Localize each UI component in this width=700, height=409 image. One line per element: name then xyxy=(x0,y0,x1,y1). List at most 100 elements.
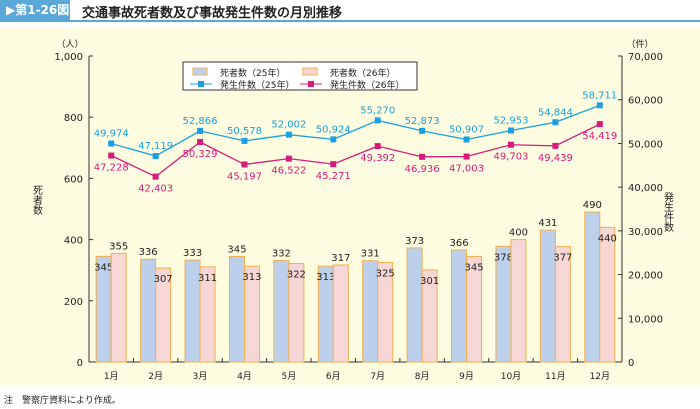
line-marker xyxy=(197,127,204,134)
line-marker xyxy=(152,173,159,180)
line-marker xyxy=(552,119,559,126)
bar-data-label: 345 xyxy=(464,262,483,273)
bar-data-label: 301 xyxy=(420,276,439,287)
bar-deaths-26 xyxy=(288,262,305,363)
bar-data-label: 322 xyxy=(287,269,306,280)
legend-label: 死者数（25年） xyxy=(220,67,285,79)
bar-deaths-26 xyxy=(510,239,527,363)
x-tick-label: 1月 xyxy=(104,371,119,382)
line-marker xyxy=(285,155,292,162)
line-data-label: 46,522 xyxy=(271,166,306,177)
bar-data-label: 313 xyxy=(242,272,261,283)
line-marker xyxy=(507,141,514,148)
bar-data-label: 325 xyxy=(376,269,395,280)
line-marker xyxy=(419,153,426,160)
line-data-label: 50,578 xyxy=(227,126,262,137)
bar-deaths-26 xyxy=(199,266,216,363)
bar-data-label: 431 xyxy=(538,218,557,229)
x-tick-label: 10月 xyxy=(501,371,521,382)
bar-data-label: 345 xyxy=(227,244,246,255)
x-tick-label: 12月 xyxy=(590,371,610,382)
line-marker xyxy=(152,153,159,160)
line-data-label: 45,271 xyxy=(316,171,351,182)
x-tick-label: 11月 xyxy=(545,371,565,382)
line-marker xyxy=(285,131,292,138)
bar-deaths-25 xyxy=(495,245,512,363)
legend-box xyxy=(182,61,418,91)
line-marker xyxy=(374,143,381,150)
right-tick-label: 70,000 xyxy=(628,52,663,63)
left-tick-label: 0 xyxy=(77,358,83,369)
x-tick-label: 8月 xyxy=(415,371,430,382)
legend-marker xyxy=(308,81,314,87)
line-data-label: 49,974 xyxy=(94,129,129,140)
x-tick-label: 2月 xyxy=(148,371,163,382)
bar-deaths-26 xyxy=(421,269,438,363)
legend-swatch xyxy=(192,67,208,76)
line-data-label: 49,703 xyxy=(493,152,528,163)
figure-label: ▶第1-26図 xyxy=(0,0,70,20)
line-marker xyxy=(108,152,115,159)
legend-label: 発生件数（25年） xyxy=(220,79,294,91)
x-tick-label: 6月 xyxy=(326,371,341,382)
right-tick-label: 10,000 xyxy=(628,314,663,325)
line-data-label: 47,228 xyxy=(94,163,129,174)
x-tick-label: 7月 xyxy=(370,371,385,382)
x-tick-label: 9月 xyxy=(459,371,474,382)
line-marker xyxy=(330,136,337,143)
x-tick-label: 3月 xyxy=(193,371,208,382)
bar-data-label: 336 xyxy=(139,247,158,258)
left-tick-label: 200 xyxy=(64,297,83,308)
right-tick-label: 0 xyxy=(628,358,634,369)
line-marker xyxy=(241,161,248,168)
line-marker xyxy=(552,142,559,149)
bar-data-label: 440 xyxy=(598,233,617,244)
x-tick-label: 4月 xyxy=(237,371,252,382)
line-data-label: 52,002 xyxy=(271,120,306,131)
line-marker xyxy=(596,102,603,109)
left-axis-label: 死者数 xyxy=(31,185,43,216)
line-marker xyxy=(108,140,115,147)
legend-label: 発生件数（26年） xyxy=(330,79,404,91)
source-note: 注 警察庁資料により作成。 xyxy=(4,396,121,406)
left-tick-label: 1,000 xyxy=(54,52,83,63)
line-marker xyxy=(419,127,426,134)
line-data-label: 46,936 xyxy=(405,164,440,175)
line-data-label: 45,197 xyxy=(227,171,262,182)
line-data-label: 52,873 xyxy=(405,116,440,127)
line-data-label: 54,419 xyxy=(582,131,617,142)
bar-deaths-26 xyxy=(466,255,483,363)
legend-swatch xyxy=(302,67,318,76)
right-tick-label: 60,000 xyxy=(628,96,663,107)
line-marker xyxy=(197,138,204,145)
line-marker xyxy=(507,127,514,134)
line-data-label: 47,119 xyxy=(138,141,173,152)
line-data-label: 54,844 xyxy=(538,107,573,118)
line-accidents-26 xyxy=(110,123,601,178)
bar-data-label: 378 xyxy=(494,252,513,263)
bar-data-label: 373 xyxy=(405,236,424,247)
left-axis-unit: （人） xyxy=(56,39,83,50)
left-tick-label: 400 xyxy=(64,236,83,247)
right-tick-label: 30,000 xyxy=(628,227,663,238)
bar-data-label: 400 xyxy=(509,228,528,239)
right-tick-label: 40,000 xyxy=(628,183,663,194)
chart-title: 交通事故死者数及び事故発生件数の月別推移 xyxy=(82,6,343,21)
line-data-label: 58,711 xyxy=(582,90,617,101)
line-data-label: 52,866 xyxy=(183,116,218,127)
bar-deaths-26 xyxy=(377,262,394,363)
line-data-label: 52,953 xyxy=(493,116,528,127)
bar-deaths-25 xyxy=(406,247,423,363)
bar-deaths-25 xyxy=(539,229,556,363)
line-data-label: 50,329 xyxy=(183,149,218,160)
bar-deaths-26 xyxy=(155,267,172,363)
line-data-label: 50,924 xyxy=(316,124,351,135)
bar-data-label: 345 xyxy=(94,262,113,273)
legend-marker xyxy=(198,81,204,87)
bar-data-label: 313 xyxy=(316,272,335,283)
right-axis-unit: （件） xyxy=(626,38,653,50)
line-data-label: 49,439 xyxy=(538,153,573,164)
right-tick-label: 50,000 xyxy=(628,139,663,150)
bar-data-label: 355 xyxy=(109,241,128,252)
